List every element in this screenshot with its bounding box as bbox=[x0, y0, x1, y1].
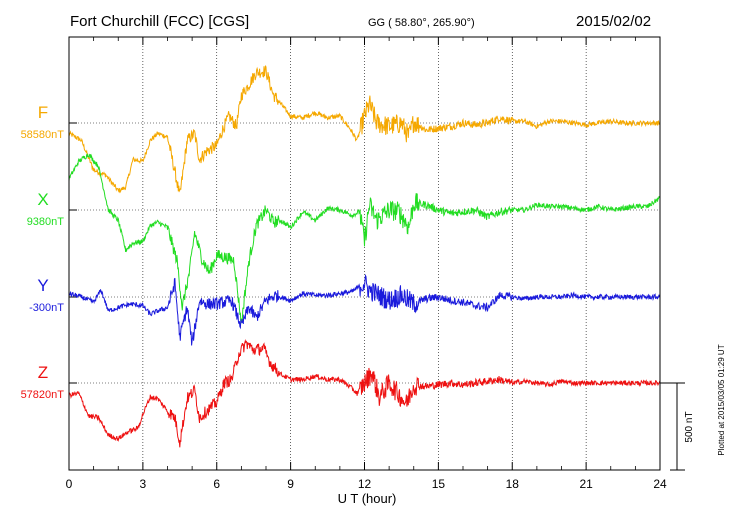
plot-date: 2015/02/02 bbox=[576, 13, 652, 30]
x-tick-label: 0 bbox=[66, 477, 73, 491]
grid-lines bbox=[142, 37, 587, 470]
scale-bar: 500 nT bbox=[660, 382, 695, 471]
x-tick-label: 24 bbox=[653, 477, 667, 491]
plotted-at-note: Plotted at 2015/03/05 01:29 UT bbox=[717, 344, 726, 455]
station-title: Fort Churchill (FCC) [CGS] bbox=[70, 13, 250, 30]
series-line-y bbox=[68, 273, 661, 346]
series-baseline-value: 58580nT bbox=[21, 129, 65, 141]
x-tick-label: 6 bbox=[213, 477, 220, 491]
series-line-f bbox=[68, 65, 661, 194]
station-coordinates: GG ( 58.80°, 265.90°) bbox=[368, 17, 475, 29]
series-name-label: X bbox=[37, 190, 48, 209]
x-tick-label: 3 bbox=[140, 477, 147, 491]
series-name-label: Y bbox=[37, 276, 48, 295]
x-axis-ticks: 0 3 6 9 12 15 18 21 24 bbox=[66, 37, 667, 491]
series-name-label: Z bbox=[38, 363, 48, 382]
x-tick-label: 21 bbox=[579, 477, 593, 491]
x-tick-label: 9 bbox=[287, 477, 294, 491]
series-line-x bbox=[68, 152, 661, 324]
series-baseline-value: 57820nT bbox=[21, 389, 65, 401]
x-axis-label: U T (hour) bbox=[338, 491, 397, 506]
series-baseline-value: -300nT bbox=[29, 302, 64, 314]
series-name-label: F bbox=[38, 103, 48, 122]
series-line-z bbox=[68, 339, 661, 448]
x-tick-label: 18 bbox=[506, 477, 520, 491]
scale-bar-label: 500 nT bbox=[684, 411, 695, 442]
series-layer bbox=[68, 65, 661, 448]
series-baseline-value: 9380nT bbox=[27, 216, 65, 228]
x-tick-label: 15 bbox=[432, 477, 446, 491]
x-tick-label: 12 bbox=[358, 477, 372, 491]
series-labels: F 58580nT X 9380nT Y -300nT Z 57820nT bbox=[21, 103, 65, 401]
